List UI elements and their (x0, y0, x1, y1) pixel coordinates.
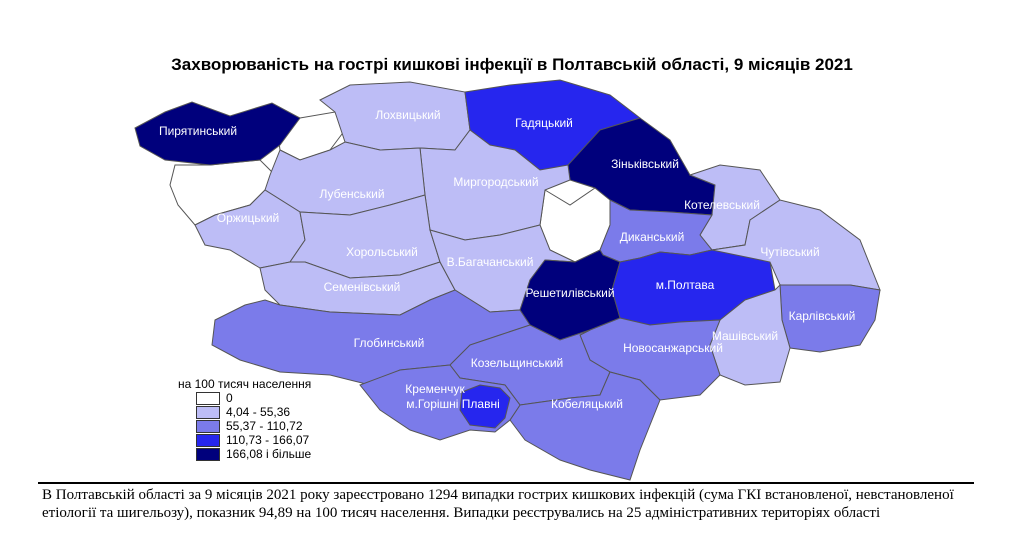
region-label: Лубенський (319, 187, 384, 201)
region-label: Диканський (620, 230, 685, 244)
legend: на 100 тисяч населення 0 4,04 - 55,36 55,3… (178, 377, 311, 461)
divider (38, 482, 974, 484)
region-label: Решетилівський (525, 286, 614, 300)
legend-swatch (196, 433, 220, 447)
region-label: м.Горішні Плавні (406, 397, 500, 411)
legend-item: 0 (196, 391, 311, 405)
map-title: Захворюваність на гострі кишкові інфекці… (171, 55, 853, 74)
legend-item: 110,73 - 166,07 (196, 433, 311, 447)
region-label: Лохвицький (375, 108, 440, 122)
region-label: Пирятинський (159, 124, 237, 138)
legend-label: 4,04 - 55,36 (226, 405, 291, 419)
legend-label: 0 (226, 391, 233, 405)
region-label: Новосанжарський (623, 341, 723, 355)
legend-item: 55,37 - 110,72 (196, 419, 311, 433)
legend-item: 4,04 - 55,36 (196, 405, 311, 419)
legend-swatch (196, 391, 220, 405)
region-label: Кобеляцький (551, 397, 623, 411)
legend-title: на 100 тисяч населення (178, 377, 312, 391)
region-22 (459, 384, 511, 429)
region-label: Карлівський (789, 309, 856, 323)
region-label: Котелевський (684, 198, 760, 212)
summary-note: В Полтавській області за 9 місяців 2021 … (42, 487, 954, 521)
region-label: Миргородський (453, 175, 538, 189)
region-label: Машівський (712, 329, 778, 343)
legend-label: 55,37 - 110,72 (226, 419, 303, 433)
region-label: Глобинський (354, 336, 425, 350)
region-label: Зіньківський (611, 157, 679, 171)
region-label: Гадяцький (515, 116, 573, 130)
legend-label: 110,73 - 166,07 (226, 433, 310, 447)
region-label: Хорольський (346, 245, 418, 259)
region-label: Семенівський (324, 280, 401, 294)
region-label: Чутівський (760, 245, 819, 259)
region-label: м.Полтава (656, 278, 715, 292)
region-label: В.Багачанський (447, 255, 534, 269)
region-0 (134, 101, 301, 166)
legend-label: 166,08 і більше (226, 447, 312, 461)
region-14 (711, 199, 881, 291)
region-label: Кременчук (405, 382, 465, 396)
legend-swatch (196, 405, 220, 419)
region-label: Козельщинський (471, 356, 564, 370)
region-20 (509, 371, 661, 481)
legend-item: 166,08 і більше (196, 447, 311, 461)
legend-swatch (196, 447, 220, 461)
region-label: Оржицький (217, 211, 280, 225)
legend-swatch (196, 419, 220, 433)
